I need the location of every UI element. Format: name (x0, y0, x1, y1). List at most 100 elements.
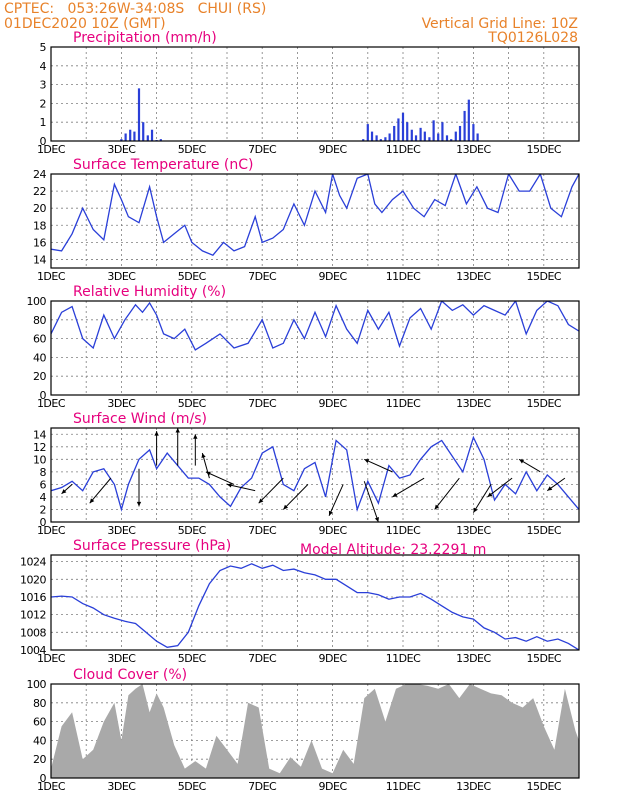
precip-bar (397, 118, 400, 141)
temp-ytick-label: 14 (33, 253, 46, 266)
precip-bar (401, 112, 405, 141)
wind-arrow (175, 428, 180, 466)
wind-ytick-label: 6 (40, 478, 47, 491)
pressure-ytick-label: 1020 (20, 573, 46, 586)
pressure-line (51, 563, 579, 650)
cloud-ytick-label: 80 (33, 697, 46, 710)
precip-bar (388, 133, 391, 141)
precip-bar (463, 110, 466, 141)
precip-bar (441, 122, 444, 141)
precip-xtick-label: 15DEC (526, 143, 561, 156)
wind-ytick-label: 12 (33, 441, 46, 454)
cloud-cover-area (51, 684, 579, 778)
wind-xtick-label: 13DEC (456, 524, 491, 537)
temp-ytick-label: 22 (33, 185, 46, 198)
precip-ytick-label: 4 (40, 60, 47, 73)
rh-ytick-label: 40 (33, 351, 46, 364)
wind-series (51, 428, 579, 522)
rh-ytick-label: 100 (27, 295, 47, 308)
cloud-xtick-label: 11DEC (386, 780, 421, 793)
precip-bar (432, 120, 435, 141)
wind-xtick-label: 9DEC (319, 524, 348, 537)
cloud-ytick-label: 100 (27, 678, 47, 691)
wind-arrow (487, 477, 513, 498)
pressure-xtick-label: 11DEC (386, 652, 421, 665)
cloud-ytick-label: 40 (33, 734, 46, 747)
precip-bar (142, 122, 145, 141)
wind-arrow (363, 481, 379, 522)
header-grid-note: Vertical Grid Line: 10Z (422, 16, 578, 32)
pressure-xtick-label: 5DEC (178, 652, 207, 665)
rh-xtick-label: 11DEC (386, 397, 421, 410)
precip-bar (137, 88, 141, 141)
temp-ytick-label: 20 (33, 202, 46, 215)
precip-bar (146, 135, 149, 141)
cloud-ytick-label: 60 (33, 716, 46, 729)
wind-ytick-label: 4 (40, 491, 47, 504)
precip-bar (472, 124, 475, 141)
wind-xtick-label: 1DEC (37, 524, 66, 537)
temp-xtick-label: 15DEC (526, 270, 561, 283)
cloud-title: Cloud Cover (%) (73, 667, 187, 683)
rh-ytick-label: 80 (33, 314, 46, 327)
precip-bar (406, 122, 409, 141)
precip-ytick-label: 5 (40, 41, 47, 54)
wind-xtick-label: 5DEC (178, 524, 207, 537)
precip-bar (450, 139, 453, 141)
precip-bar (437, 133, 440, 141)
pressure-ytick-label: 1024 (20, 556, 46, 569)
pressure-frame (50, 554, 580, 651)
header-station: CPTEC: 053:26W-34:08S CHUI (RS) (4, 1, 266, 17)
temp-ytick-label: 24 (33, 168, 46, 181)
precip-bar (419, 127, 422, 141)
temp-series (51, 174, 579, 256)
precip-bar (159, 139, 162, 141)
precip-bar (362, 139, 365, 141)
precip-bar (476, 133, 479, 141)
rh-panel: 0 20 40 60 80 100 1DEC 3DEC 5DEC 7DEC 9DEC 11DEC 13D… (27, 284, 580, 410)
pressure-xtick-label: 9DEC (319, 652, 348, 665)
temp-panel: 14 16 18 20 22 24 1DEC 3DEC 5DEC 7DEC 9DEC 11DEC 13D… (33, 157, 580, 283)
precip-bar (150, 129, 154, 141)
pressure-xtick-label: 13DEC (456, 652, 491, 665)
precip-bar (370, 131, 374, 141)
wind-arrow (154, 431, 159, 466)
cloud-xtick-label: 9DEC (319, 780, 348, 793)
pressure-title: Surface Pressure (hPa) (73, 538, 231, 554)
precip-bar (454, 131, 457, 141)
pressure-xtick-label: 15DEC (526, 652, 561, 665)
rh-frame (50, 300, 580, 396)
precip-frame (50, 46, 580, 142)
pressure-xtick-label: 7DEC (248, 652, 277, 665)
precip-bar (393, 125, 396, 141)
wind-arrow (328, 484, 344, 516)
temp-xtick-label: 5DEC (178, 270, 207, 283)
wind-arrow (258, 477, 284, 504)
rh-ytick-label: 0 (40, 389, 47, 402)
pressure-ytick-label: 1004 (20, 644, 46, 657)
precip-bar (384, 137, 387, 141)
wind-arrow (364, 458, 393, 473)
pressure-xtick-label: 1DEC (37, 652, 66, 665)
wind-xtick-label: 15DEC (526, 524, 561, 537)
wind-arrow (136, 468, 142, 507)
precip-bar (458, 125, 462, 141)
precip-bar (120, 139, 123, 141)
temp-ytick-label: 18 (33, 219, 46, 232)
precip-ytick-label: 0 (40, 135, 47, 148)
temp-frame (50, 173, 580, 269)
rh-ytick-label: 60 (33, 333, 46, 346)
wind-ytick-label: 2 (40, 503, 47, 516)
precip-xtick-label: 3DEC (107, 143, 136, 156)
pressure-ytick-label: 1008 (20, 626, 46, 639)
temp-xtick-label: 9DEC (319, 270, 348, 283)
precip-bar (423, 131, 426, 141)
precip-xtick-label: 9DEC (319, 143, 348, 156)
temp-xtick-label: 1DEC (37, 270, 66, 283)
rh-xtick-label: 5DEC (178, 397, 207, 410)
wind-arrow (282, 484, 309, 510)
rh-xtick-label: 1DEC (37, 397, 66, 410)
